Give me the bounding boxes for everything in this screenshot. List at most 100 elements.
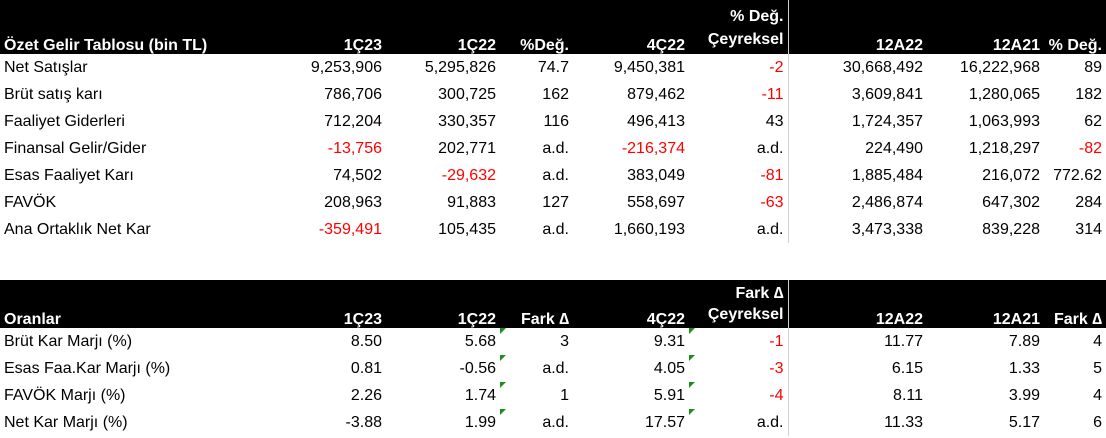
income-col-12a21: 12A21 bbox=[927, 0, 1044, 54]
cell-value: 5 bbox=[1093, 359, 1102, 377]
table-row: Faaliyet Giderleri 712,204 330,357 116 496,4… bbox=[0, 108, 1106, 135]
cell-value: 43 bbox=[765, 112, 784, 130]
cell-value: -13,756 bbox=[327, 139, 382, 157]
cell-value: a.d. bbox=[542, 166, 569, 184]
cell-value: a.d. bbox=[500, 355, 573, 382]
cell-value: 224,490 bbox=[787, 135, 927, 162]
ratios-col-12a21: 12A21 bbox=[927, 280, 1044, 328]
cell-value: 1.74 bbox=[464, 386, 496, 404]
table-row: Net Kar Marjı (%) -3.88 1.99 a.d. 17.57 a.d. 1… bbox=[0, 409, 1106, 436]
cell-value: -2 bbox=[769, 58, 784, 76]
cell-value: 30,668,492 bbox=[787, 54, 927, 81]
cell-value: 1,724,357 bbox=[787, 108, 927, 135]
cell-value: 74.7 bbox=[537, 58, 569, 76]
cell-value: -63 bbox=[760, 193, 784, 211]
row-label: Faaliyet Giderleri bbox=[4, 112, 125, 130]
cell-value: 8.11 bbox=[787, 382, 927, 409]
cell-value: -81 bbox=[760, 166, 784, 184]
cell-value: 11.33 bbox=[787, 409, 927, 436]
ratios-title: Oranlar bbox=[0, 280, 270, 328]
cell-value: a.d. bbox=[689, 409, 788, 436]
income-col-quarterly: % Değ. Çeyreksel bbox=[689, 0, 788, 54]
cell-value: 1.33 bbox=[1008, 359, 1040, 377]
cell-value: 383,049 bbox=[627, 166, 685, 184]
cell-value: 182 bbox=[1075, 85, 1102, 103]
row-label: Brüt satış karı bbox=[4, 85, 103, 103]
cell-value: 786,706 bbox=[324, 85, 382, 103]
cell-value: 5.17 bbox=[1008, 413, 1040, 431]
cell-value: 2,486,874 bbox=[787, 189, 927, 216]
cell-value: 6.15 bbox=[787, 355, 927, 382]
cell-value: 116 bbox=[543, 112, 569, 130]
cell-value: 1,885,484 bbox=[787, 162, 927, 189]
cell-value: 91,883 bbox=[447, 193, 496, 211]
cell-value: 17.57 bbox=[644, 413, 685, 431]
cell-value: 208,963 bbox=[324, 193, 382, 211]
cell-value: 3,473,338 bbox=[787, 216, 927, 243]
ratios-col-quarterly: Fark ∆ Çeyreksel bbox=[689, 280, 788, 328]
income-col-quarterly-label: Çeyreksel bbox=[707, 31, 784, 49]
cell-value: a.d. bbox=[756, 220, 784, 238]
cell-value: 5.68 bbox=[464, 332, 496, 350]
cell-value: 89 bbox=[1084, 58, 1102, 76]
table-row: Brüt satış karı 786,706 300,725 162 879,462 -… bbox=[0, 81, 1106, 108]
row-label: Net Satışlar bbox=[4, 58, 88, 76]
cell-value: -29,632 bbox=[441, 166, 496, 184]
ratios-col-4q22: 4Ç22 bbox=[573, 280, 689, 328]
cell-value: 647,302 bbox=[982, 193, 1040, 211]
cell-value: 162 bbox=[542, 85, 569, 103]
cell-value: 5,295,826 bbox=[424, 58, 496, 76]
income-col-change: %Değ. bbox=[500, 0, 573, 54]
income-table: Özet Gelir Tablosu (bin TL) 1Ç23 1Ç22 %D… bbox=[0, 0, 1106, 243]
cell-value: 1,660,193 bbox=[613, 220, 685, 238]
income-col-12a22: 12A22 bbox=[787, 0, 927, 54]
ratios-col-yearly-diff: Fark ∆ bbox=[1044, 280, 1106, 328]
table-row: FAVÖK 208,963 91,883 127 558,697 -63 2,486,874… bbox=[0, 189, 1106, 216]
cell-value: 879,462 bbox=[627, 85, 685, 103]
cell-value: 4 bbox=[1093, 386, 1102, 404]
cell-value: 5.91 bbox=[653, 386, 685, 404]
cell-value: -3 bbox=[689, 355, 788, 382]
cell-value: 62 bbox=[1084, 112, 1102, 130]
cell-value: 1,280,065 bbox=[968, 85, 1040, 103]
row-label: Finansal Gelir/Gider bbox=[4, 139, 147, 157]
cell-value: 4.05 bbox=[653, 359, 685, 377]
cell-value: 6 bbox=[1093, 413, 1102, 431]
cell-value: 330,357 bbox=[438, 112, 496, 130]
cell-value: 9,450,381 bbox=[613, 58, 685, 76]
cell-value: 1,063,993 bbox=[968, 112, 1040, 130]
income-title: Özet Gelir Tablosu (bin TL) bbox=[0, 0, 270, 54]
cell-value: 284 bbox=[1075, 193, 1102, 211]
row-label: Net Kar Marjı (%) bbox=[4, 413, 128, 431]
cell-value: 1 bbox=[500, 382, 573, 409]
table-row: FAVÖK Marjı (%) 2.26 1.74 1 5.91 -4 8.11 3.99 4 bbox=[0, 382, 1106, 409]
table-row: Esas Faa.Kar Marjı (%) 0.81 -0.56 a.d. 4.05-… bbox=[0, 355, 1106, 382]
row-label: FAVÖK bbox=[4, 193, 57, 211]
income-col-quarterly-top: % Değ. bbox=[730, 8, 784, 25]
cell-value: 7.89 bbox=[1008, 332, 1040, 350]
cell-value: 9.31 bbox=[653, 332, 685, 350]
cell-value: -1 bbox=[689, 328, 788, 355]
cell-value: 16,222,968 bbox=[959, 58, 1040, 76]
cell-value: 202,771 bbox=[438, 139, 496, 157]
cell-value: 74,502 bbox=[333, 166, 382, 184]
cell-value: 300,725 bbox=[438, 85, 496, 103]
cell-value: -216,374 bbox=[621, 139, 685, 157]
table-row: Ana Ortaklık Net Kar -359,491 105,435 a.d. 1… bbox=[0, 216, 1106, 243]
cell-value: 9,253,906 bbox=[310, 58, 382, 76]
cell-value: 3.99 bbox=[1008, 386, 1040, 404]
ratios-table: Oranlar 1Ç23 1Ç22 Fark ∆ 4Ç22 Fark ∆ Çey… bbox=[0, 280, 1106, 436]
cell-value: 4 bbox=[1093, 332, 1102, 350]
ratios-col-quarterly-top: Fark ∆ bbox=[735, 285, 784, 302]
cell-value: -11 bbox=[761, 85, 784, 103]
cell-value: 8.50 bbox=[350, 332, 382, 350]
cell-value: 772.62 bbox=[1053, 166, 1102, 184]
ratios-col-diff: Fark ∆ bbox=[500, 280, 573, 328]
ratios-col-12a22: 12A22 bbox=[787, 280, 927, 328]
cell-value: a.d. bbox=[500, 409, 573, 436]
income-col-yearly-change: % Değ. bbox=[1044, 0, 1106, 54]
cell-value: 216,072 bbox=[982, 166, 1040, 184]
income-col-4q22: 4Ç22 bbox=[573, 0, 689, 54]
ratios-col-1q22: 1Ç22 bbox=[386, 280, 500, 328]
cell-value: -0.56 bbox=[459, 359, 496, 377]
